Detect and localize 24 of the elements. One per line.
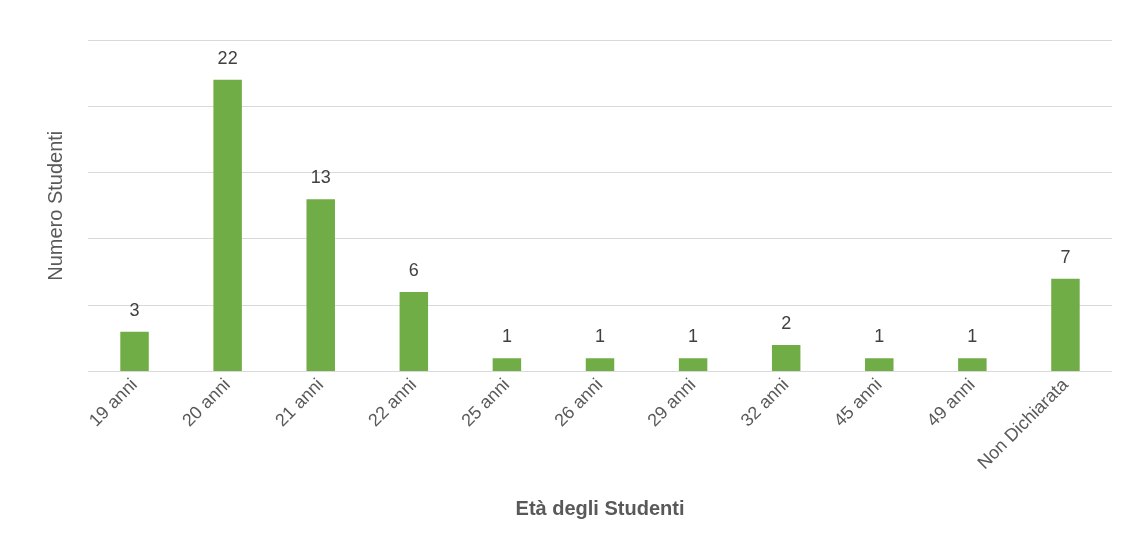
bar — [120, 331, 149, 372]
data-label: 2 — [781, 312, 792, 333]
data-label: 13 — [310, 167, 331, 188]
data-label: 1 — [594, 326, 606, 347]
y-axis-title: Numero Studenti — [43, 130, 66, 281]
data-label: 1 — [688, 326, 699, 347]
bar — [865, 358, 894, 372]
bar — [399, 291, 429, 372]
bar — [958, 358, 987, 372]
bar — [306, 199, 335, 372]
x-axis-title: Età degli Studenti — [515, 496, 685, 519]
bar — [585, 358, 615, 372]
data-label: 1 — [501, 326, 512, 347]
data-label: 1 — [967, 326, 978, 347]
data-label: 3 — [129, 299, 140, 320]
data-label: 6 — [408, 259, 419, 280]
bar — [492, 358, 522, 372]
data-label: 22 — [217, 47, 238, 68]
bar — [213, 79, 242, 372]
bar — [771, 345, 801, 372]
data-label: 7 — [1060, 246, 1071, 267]
bar — [678, 358, 708, 372]
bar — [1051, 278, 1080, 372]
data-label: 1 — [874, 326, 885, 347]
